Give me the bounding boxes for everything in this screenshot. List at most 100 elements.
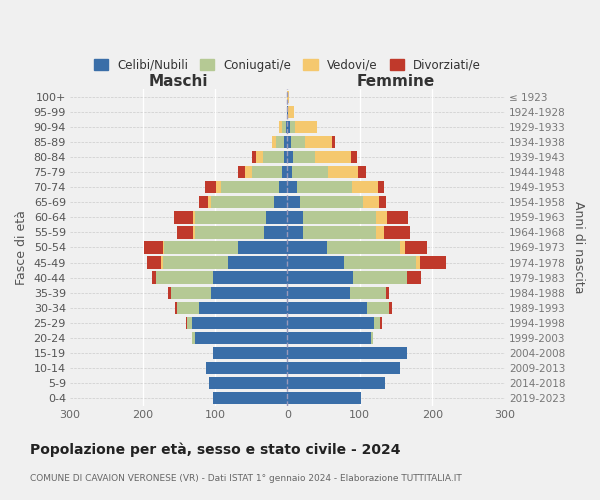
Bar bbox=[175, 211, 193, 224]
Bar bbox=[304, 211, 376, 224]
Text: COMUNE DI CAVAION VERONESE (VR) - Dati ISTAT 1° gennaio 2024 - Elaborazione TUTT: COMUNE DI CAVAION VERONESE (VR) - Dati I… bbox=[30, 474, 462, 483]
Bar bbox=[194, 211, 266, 224]
Text: Maschi: Maschi bbox=[149, 74, 208, 89]
Bar bbox=[358, 166, 365, 178]
Bar bbox=[327, 242, 400, 254]
Bar bbox=[187, 316, 192, 329]
Bar bbox=[305, 136, 332, 148]
Bar bbox=[199, 302, 287, 314]
Bar bbox=[295, 120, 317, 133]
Bar bbox=[194, 226, 264, 238]
Bar bbox=[252, 151, 256, 163]
Bar bbox=[386, 211, 409, 224]
Bar bbox=[214, 272, 287, 284]
Bar bbox=[164, 242, 238, 254]
Bar bbox=[263, 151, 284, 163]
Bar bbox=[152, 272, 155, 284]
Bar bbox=[238, 242, 287, 254]
Bar bbox=[352, 181, 378, 194]
Bar bbox=[287, 362, 400, 374]
Bar bbox=[287, 332, 371, 344]
Bar bbox=[351, 151, 357, 163]
Bar bbox=[208, 196, 211, 208]
Bar bbox=[287, 120, 290, 133]
Bar bbox=[264, 226, 287, 238]
Bar bbox=[406, 242, 427, 254]
Bar bbox=[291, 136, 305, 148]
Bar bbox=[287, 181, 297, 194]
Y-axis label: Fasce di età: Fasce di età bbox=[15, 210, 28, 285]
Bar bbox=[177, 226, 193, 238]
Y-axis label: Anni di nascita: Anni di nascita bbox=[572, 201, 585, 294]
Bar bbox=[238, 166, 245, 178]
Bar bbox=[287, 316, 374, 329]
Bar bbox=[287, 242, 327, 254]
Bar bbox=[304, 226, 376, 238]
Bar bbox=[163, 256, 228, 269]
Bar bbox=[175, 302, 177, 314]
Bar bbox=[344, 256, 416, 269]
Bar bbox=[266, 211, 287, 224]
Bar bbox=[287, 136, 291, 148]
Bar bbox=[350, 286, 386, 299]
Bar bbox=[420, 256, 446, 269]
Bar bbox=[282, 166, 287, 178]
Bar bbox=[315, 151, 351, 163]
Bar bbox=[379, 196, 386, 208]
Bar bbox=[287, 286, 350, 299]
Bar bbox=[287, 196, 301, 208]
Bar bbox=[380, 316, 382, 329]
Bar bbox=[287, 166, 292, 178]
Legend: Celibi/Nubili, Coniugati/e, Vedovi/e, Divorziati/e: Celibi/Nubili, Coniugati/e, Vedovi/e, Di… bbox=[89, 54, 486, 76]
Bar bbox=[214, 392, 287, 404]
Bar bbox=[278, 181, 287, 194]
Bar bbox=[284, 136, 287, 148]
Bar bbox=[245, 166, 252, 178]
Bar bbox=[286, 120, 287, 133]
Bar bbox=[192, 316, 287, 329]
Bar bbox=[211, 196, 274, 208]
Bar bbox=[288, 106, 294, 118]
Bar bbox=[161, 256, 163, 269]
Bar bbox=[172, 286, 211, 299]
Bar bbox=[194, 332, 287, 344]
Bar bbox=[147, 256, 161, 269]
Bar bbox=[400, 242, 406, 254]
Bar bbox=[297, 181, 352, 194]
Bar bbox=[193, 226, 194, 238]
Bar bbox=[211, 286, 287, 299]
Bar bbox=[228, 256, 287, 269]
Bar bbox=[256, 151, 263, 163]
Bar bbox=[193, 211, 194, 224]
Bar bbox=[287, 392, 361, 404]
Bar bbox=[290, 120, 295, 133]
Bar bbox=[378, 181, 383, 194]
Bar bbox=[168, 286, 172, 299]
Bar bbox=[177, 302, 199, 314]
Bar bbox=[192, 332, 194, 344]
Bar bbox=[287, 90, 289, 103]
Bar bbox=[213, 347, 287, 359]
Bar bbox=[186, 316, 187, 329]
Bar bbox=[155, 272, 214, 284]
Bar bbox=[332, 136, 335, 148]
Bar bbox=[353, 272, 407, 284]
Bar bbox=[371, 332, 373, 344]
Bar bbox=[385, 226, 410, 238]
Bar bbox=[328, 166, 358, 178]
Bar bbox=[252, 166, 282, 178]
Bar bbox=[287, 377, 385, 390]
Bar bbox=[293, 151, 315, 163]
Bar bbox=[301, 196, 362, 208]
Bar bbox=[386, 286, 389, 299]
Bar bbox=[292, 166, 328, 178]
Bar bbox=[206, 362, 287, 374]
Bar bbox=[276, 136, 284, 148]
Bar bbox=[367, 302, 389, 314]
Text: Popolazione per età, sesso e stato civile - 2024: Popolazione per età, sesso e stato civil… bbox=[30, 442, 401, 457]
Bar bbox=[287, 272, 353, 284]
Bar bbox=[199, 196, 208, 208]
Bar bbox=[278, 120, 282, 133]
Bar bbox=[217, 181, 221, 194]
Bar bbox=[284, 151, 287, 163]
